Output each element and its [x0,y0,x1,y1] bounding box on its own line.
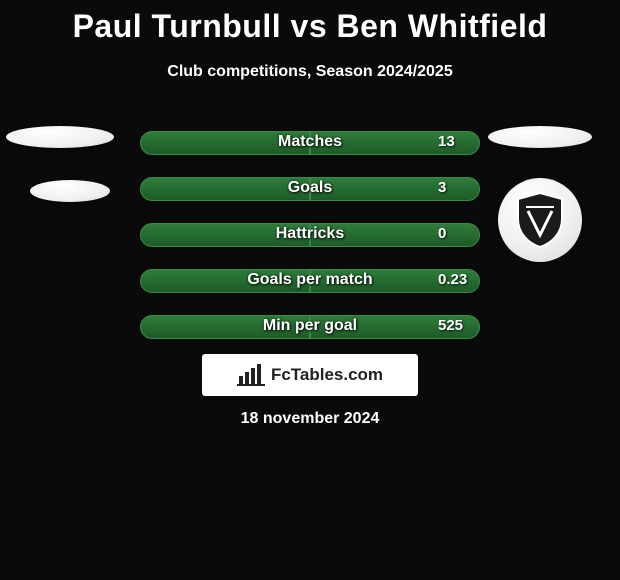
club-badge [498,178,582,262]
decorative-ellipse [30,180,110,202]
bar-right-bg [310,177,480,201]
brand-label: FcTables.com [271,365,383,385]
bar-left-bg [140,131,310,155]
shield-icon [514,191,566,249]
stat-row: Goals per match0.23 [0,258,620,304]
subtitle: Club competitions, Season 2024/2025 [0,63,620,81]
stat-value-right: 3 [438,179,446,196]
decorative-ellipse [6,126,114,148]
stat-value-right: 0 [438,225,446,242]
stat-value-right: 13 [438,133,455,150]
bar-left-bg [140,269,310,293]
bar-left-bg [140,315,310,339]
date-label: 18 november 2024 [0,410,620,428]
bar-left-bg [140,177,310,201]
stat-value-right: 525 [438,317,463,334]
page-title: Paul Turnbull vs Ben Whitfield [0,8,620,45]
stat-value-right: 0.23 [438,271,467,288]
stat-row: Min per goal525 [0,304,620,350]
bar-left-bg [140,223,310,247]
bar-right-bg [310,223,480,247]
chart-icon [237,364,265,386]
brand-box[interactable]: FcTables.com [202,354,418,396]
decorative-ellipse [488,126,592,148]
